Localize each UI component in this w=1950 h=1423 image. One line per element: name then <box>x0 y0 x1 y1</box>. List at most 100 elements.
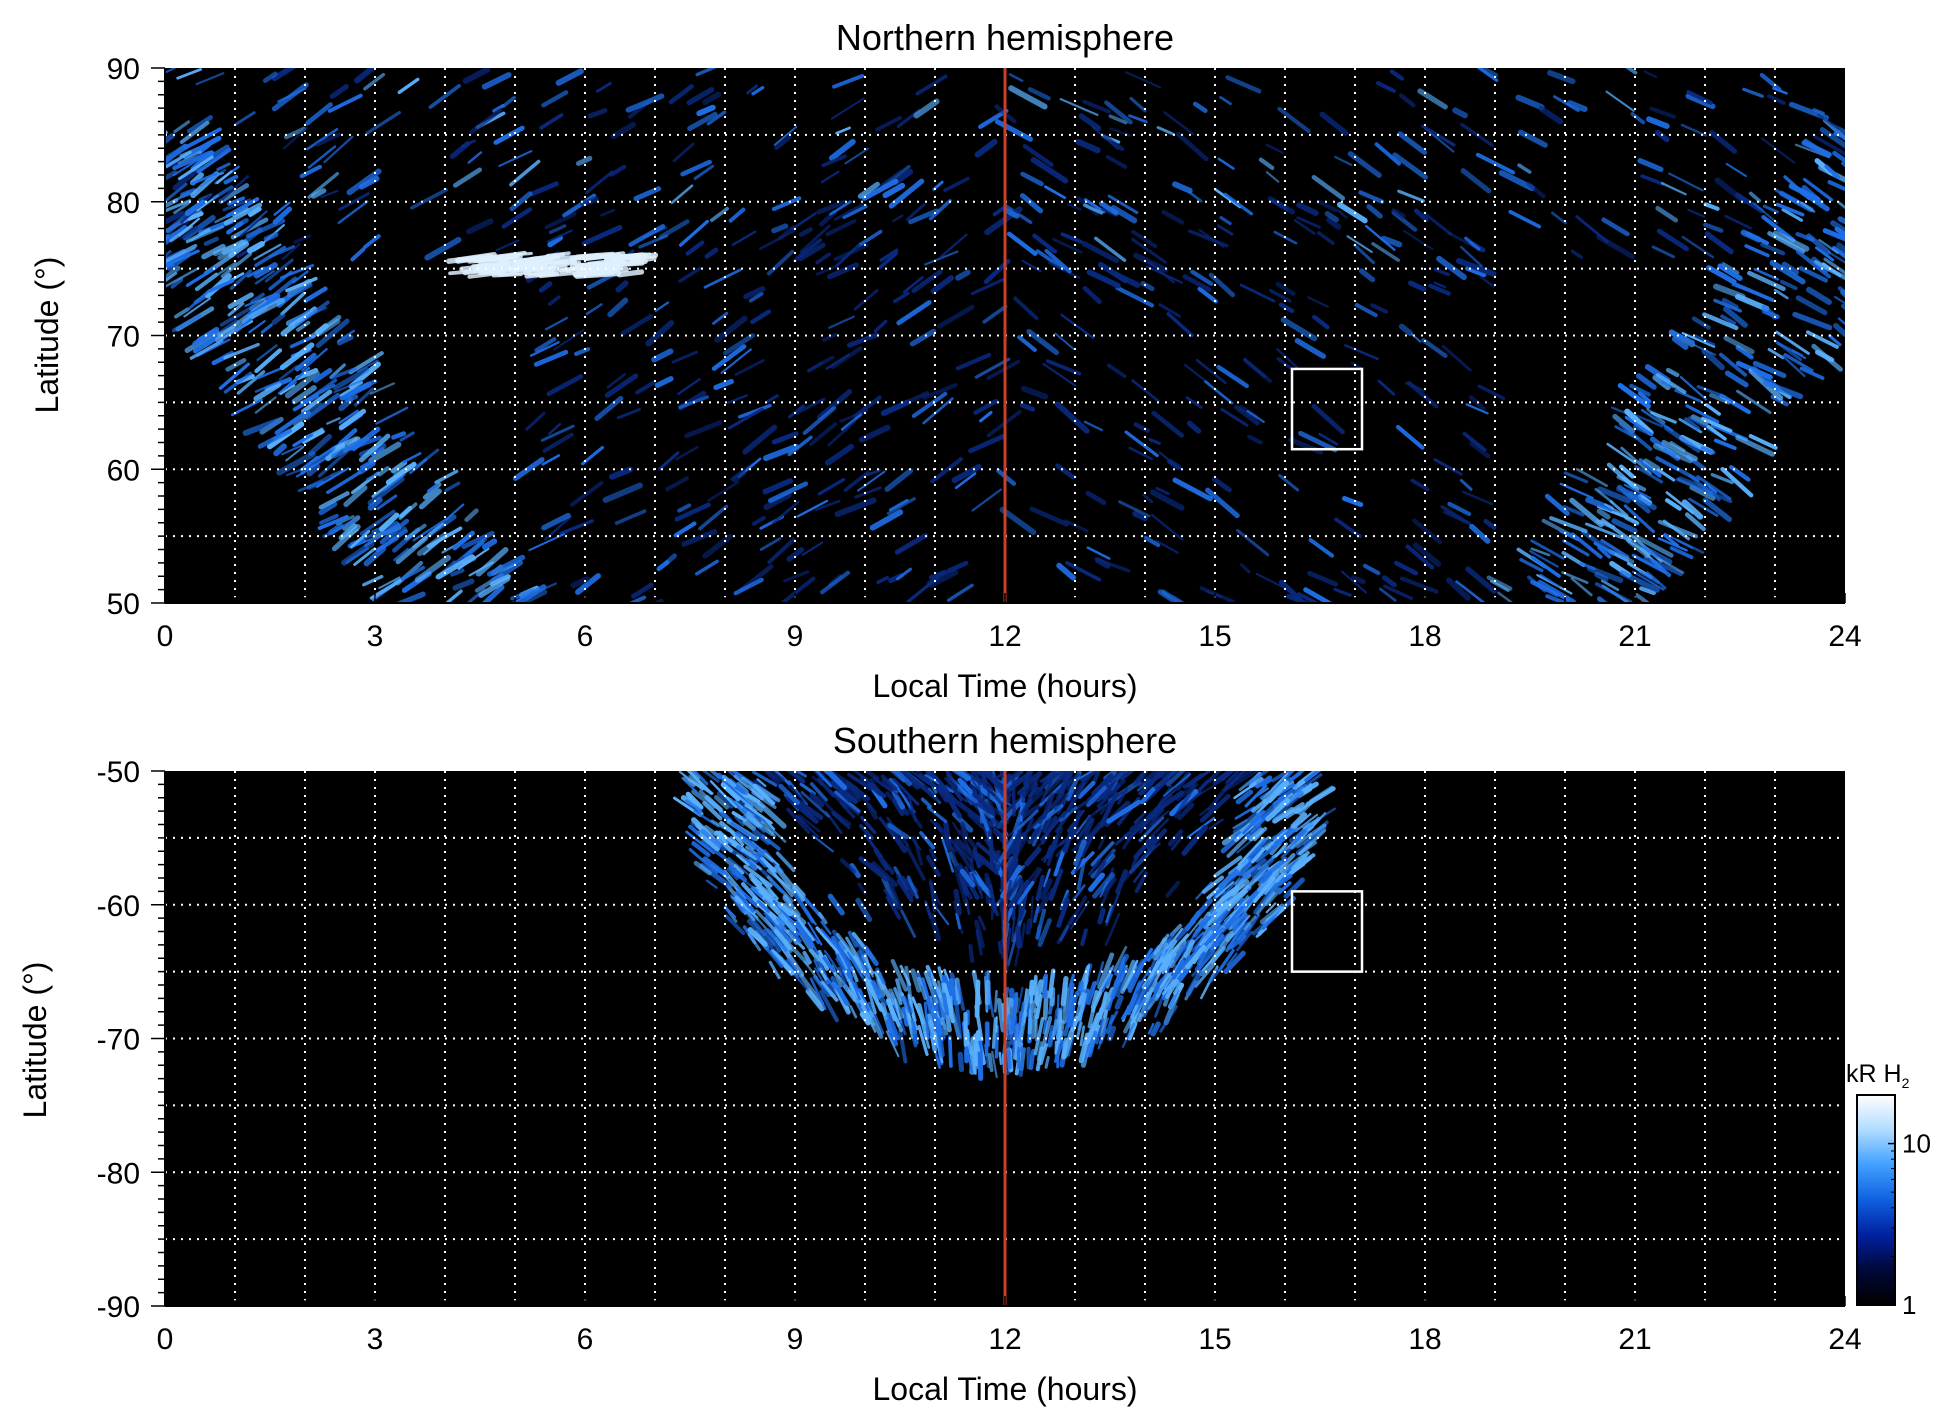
aurora-streak <box>1364 224 1396 251</box>
aurora-streak <box>830 976 849 1006</box>
aurora-streak <box>920 977 933 1011</box>
aurora-streak <box>1170 835 1184 851</box>
aurora-streak <box>733 577 764 596</box>
aurora-streak <box>868 1010 884 1039</box>
aurora-streak <box>359 509 396 536</box>
aurora-streak <box>212 239 248 257</box>
aurora-streak <box>538 271 576 279</box>
aurora-streak <box>256 344 278 362</box>
aurora-streak <box>1864 285 1881 294</box>
aurora-streak <box>974 919 985 949</box>
aurora-streak <box>1397 131 1428 155</box>
aurora-streak <box>1061 1037 1069 1060</box>
aurora-streak <box>958 871 969 896</box>
aurora-streak <box>863 945 879 967</box>
aurora-streak <box>338 408 367 430</box>
aurora-streak <box>1646 407 1666 424</box>
aurora-streak <box>1579 561 1596 571</box>
aurora-streak <box>1326 217 1342 230</box>
aurora-streak <box>911 391 948 418</box>
aurora-streak <box>1105 904 1113 924</box>
aurora-streak <box>1108 771 1126 788</box>
aurora-streak <box>695 68 717 77</box>
aurora-streak <box>165 243 198 264</box>
aurora-streak <box>604 373 639 398</box>
aurora-streak <box>285 276 318 293</box>
aurora-streak <box>765 928 788 952</box>
aurora-streak <box>792 238 823 263</box>
aurora-streak <box>1185 396 1203 409</box>
aurora-streak <box>802 951 812 965</box>
aurora-streak <box>445 503 465 521</box>
aurora-streak <box>735 890 755 912</box>
aurora-streak <box>218 362 250 390</box>
aurora-streak <box>1035 993 1043 1020</box>
aurora-streak <box>1244 784 1268 808</box>
aurora-streak <box>821 332 838 342</box>
aurora-streak <box>905 203 926 221</box>
aurora-streak <box>1265 902 1277 914</box>
aurora-streak <box>1640 408 1674 432</box>
aurora-streak <box>1704 231 1734 255</box>
aurora-streak <box>368 441 402 464</box>
aurora-streak <box>723 905 737 919</box>
aurora-streak <box>198 168 227 188</box>
aurora-streak <box>1392 152 1428 180</box>
aurora-streak <box>982 304 1008 324</box>
aurora-streak <box>1166 312 1194 338</box>
aurora-streak <box>1283 877 1305 899</box>
aurora-streak <box>559 519 594 536</box>
aurora-streak <box>547 295 561 306</box>
aurora-streak <box>609 164 627 177</box>
aurora-streak <box>1094 236 1127 263</box>
aurora-streak <box>1837 317 1845 326</box>
aurora-streak <box>338 523 358 541</box>
aurora-streak <box>1794 143 1831 159</box>
aurora-streak <box>289 316 305 327</box>
aurora-streak <box>126 248 152 267</box>
aurora-streak <box>823 949 843 976</box>
aurora-streak <box>819 989 839 1023</box>
aurora-streak <box>1133 810 1147 825</box>
aurora-streak <box>796 499 829 518</box>
aurora-streak <box>1091 771 1101 786</box>
aurora-streak <box>1866 254 1887 266</box>
aurora-streak <box>1671 336 1689 350</box>
aurora-streak <box>1261 772 1289 801</box>
aurora-streak <box>760 941 784 968</box>
aurora-streak <box>1819 127 1845 149</box>
aurora-streak <box>957 1051 965 1073</box>
aurora-streak <box>1136 966 1152 992</box>
aurora-streak <box>1165 979 1179 999</box>
aurora-streak <box>687 111 718 132</box>
y-tick-label: 70 <box>107 321 140 354</box>
aurora-streak <box>614 509 647 525</box>
aurora-streak <box>1519 557 1544 573</box>
aurora-streak <box>1252 801 1279 827</box>
aurora-streak <box>294 352 317 372</box>
aurora-streak <box>1198 930 1214 946</box>
aurora-streak <box>1531 555 1561 578</box>
aurora-streak <box>840 413 863 431</box>
aurora-streak <box>1906 152 1927 171</box>
aurora-streak <box>1637 391 1652 404</box>
aurora-streak <box>703 825 718 837</box>
aurora-streak <box>956 982 966 1011</box>
aurora-streak <box>1020 171 1044 187</box>
aurora-streak <box>1669 546 1694 560</box>
aurora-streak <box>1594 582 1633 603</box>
aurora-streak <box>1713 438 1737 451</box>
aurora-streak <box>481 72 512 90</box>
aurora-streak <box>1019 922 1026 949</box>
x-tick-label: 15 <box>1198 620 1231 653</box>
aurora-streak <box>991 1050 998 1079</box>
aurora-streak <box>1769 259 1806 285</box>
aurora-streak <box>1597 486 1631 504</box>
aurora-streak <box>462 68 491 84</box>
aurora-streak <box>815 264 838 276</box>
aurora-streak <box>857 950 871 981</box>
aurora-streak <box>1191 925 1213 952</box>
aurora-streak <box>1277 106 1311 133</box>
aurora-streak <box>165 271 178 283</box>
aurora-streak <box>353 68 377 84</box>
